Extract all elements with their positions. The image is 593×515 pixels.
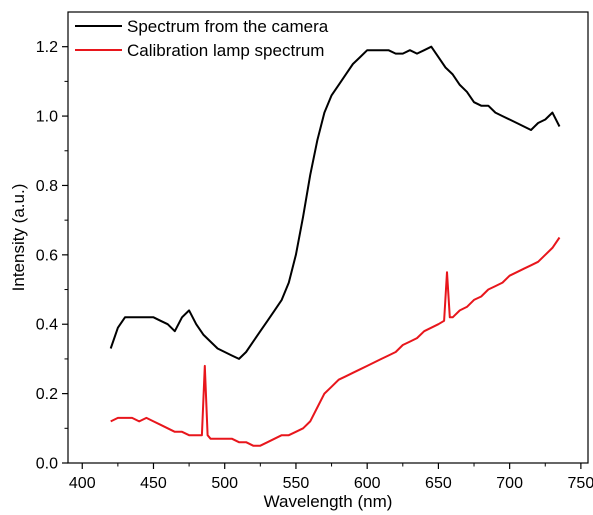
x-tick-label-750: 750 <box>568 475 593 492</box>
y-tick-label-4: 0.8 <box>36 178 58 195</box>
x-tick-label-500: 500 <box>211 475 238 492</box>
x-tick-label-550: 550 <box>283 475 310 492</box>
x-axis-title: Wavelength (nm) <box>264 492 393 511</box>
x-tick-label-600: 600 <box>354 475 381 492</box>
x-tick-label-450: 450 <box>140 475 167 492</box>
x-tick-label-650: 650 <box>425 475 452 492</box>
y-tick-label-3: 0.6 <box>36 247 58 264</box>
y-tick-label-1: 0.2 <box>36 386 58 403</box>
legend-label-1: Spectrum from the camera <box>127 17 329 36</box>
y-axis-title: Intensity (a.u.) <box>9 184 28 292</box>
series-line-1 <box>109 45 561 360</box>
y-tick-label-2: 0.4 <box>36 317 58 334</box>
x-tick-label-700: 700 <box>496 475 523 492</box>
x-tick-label-400: 400 <box>69 475 96 492</box>
y-tick-label-0: 0.0 <box>36 456 58 473</box>
series-line-2 <box>110 236 561 447</box>
plot-frame <box>67 11 589 464</box>
legend: Spectrum from the camera Calibration lamp… <box>75 17 329 60</box>
y-tick-label-5: 1.0 <box>36 109 58 126</box>
legend-label-2: Calibration lamp spectrum <box>127 41 324 60</box>
y-tick-label-6: 1.2 <box>36 39 58 56</box>
